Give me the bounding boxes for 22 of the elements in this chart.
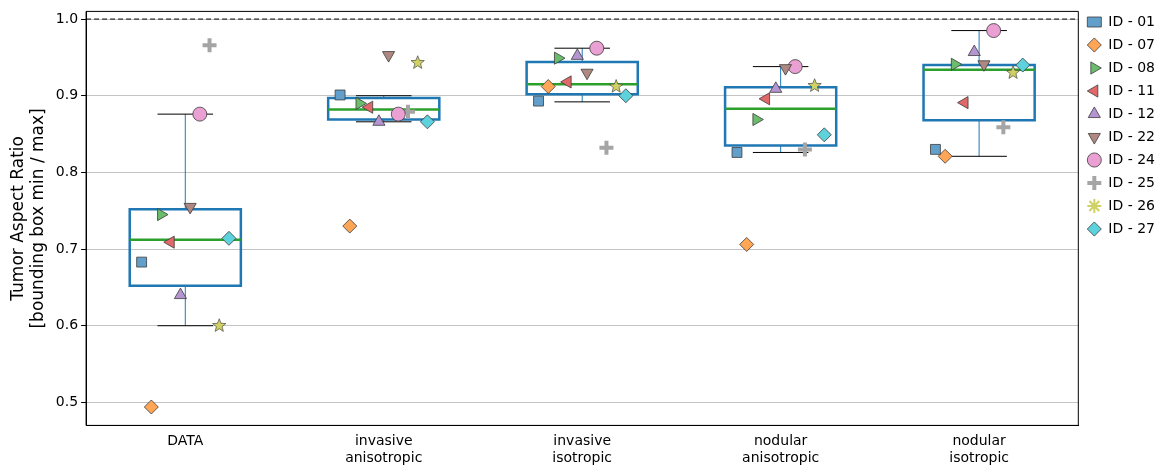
legend-label: ID - 01 xyxy=(1108,12,1156,29)
legend-label: ID - 24 xyxy=(1108,150,1156,167)
y-tick-label: 1.0 xyxy=(55,9,79,26)
legend-label: ID - 08 xyxy=(1108,58,1156,75)
x-tick-label: nodular anisotropic xyxy=(742,432,820,466)
legend-label: ID - 26 xyxy=(1108,196,1156,213)
y-tick-label: 0.8 xyxy=(55,163,79,180)
legend-label: ID - 11 xyxy=(1108,81,1156,98)
legend-label: ID - 12 xyxy=(1108,104,1156,121)
x-tick-label: invasive isotropic xyxy=(552,432,613,466)
y-tick-label: 0.7 xyxy=(55,239,79,256)
x-tick-label: DATA xyxy=(167,432,204,449)
x-tick-label: nodular isotropic xyxy=(949,432,1009,466)
y-tick-label: 0.5 xyxy=(55,393,79,410)
legend-label: ID - 27 xyxy=(1108,219,1156,236)
legend-label: ID - 25 xyxy=(1108,173,1156,190)
legend-label: ID - 22 xyxy=(1108,127,1156,144)
legend-label: ID - 07 xyxy=(1108,35,1156,52)
y-tick-label: 0.6 xyxy=(55,316,79,333)
y-axis-title: Tumor Aspect Ratio [bounding box min / max] xyxy=(6,108,48,329)
x-tick-label: invasive anisotropic xyxy=(345,432,423,466)
y-tick-label: 0.9 xyxy=(55,86,79,103)
